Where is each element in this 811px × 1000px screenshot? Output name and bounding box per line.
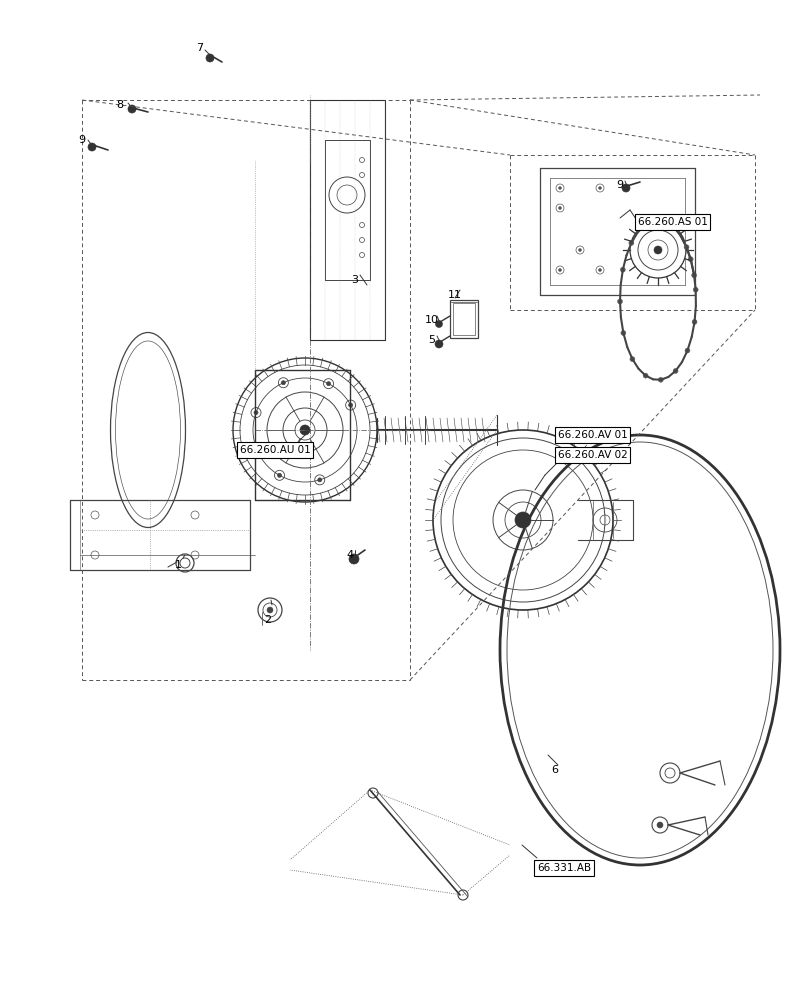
Circle shape xyxy=(691,273,696,278)
Circle shape xyxy=(558,207,561,210)
Circle shape xyxy=(435,320,442,328)
Circle shape xyxy=(683,245,689,250)
Circle shape xyxy=(629,357,634,362)
Text: 4: 4 xyxy=(346,550,353,560)
Circle shape xyxy=(349,554,358,564)
Circle shape xyxy=(691,319,696,324)
Circle shape xyxy=(656,218,661,223)
Text: 8: 8 xyxy=(116,100,123,110)
Circle shape xyxy=(514,512,530,528)
Circle shape xyxy=(684,348,689,353)
Text: 66.260.AS 01: 66.260.AS 01 xyxy=(637,217,707,227)
Bar xyxy=(449,300,478,338)
Circle shape xyxy=(326,382,330,386)
Text: 7: 7 xyxy=(196,43,204,53)
Text: 5: 5 xyxy=(428,335,435,345)
Circle shape xyxy=(128,105,135,113)
Circle shape xyxy=(206,54,214,62)
Text: 10: 10 xyxy=(424,315,439,325)
Circle shape xyxy=(598,187,601,190)
Circle shape xyxy=(558,268,561,271)
Circle shape xyxy=(254,411,258,415)
Circle shape xyxy=(653,246,661,254)
Text: 66.260.AV 01: 66.260.AV 01 xyxy=(557,430,627,440)
Circle shape xyxy=(598,268,601,271)
Circle shape xyxy=(656,822,663,828)
Circle shape xyxy=(577,248,581,251)
Circle shape xyxy=(628,240,633,245)
Text: 3: 3 xyxy=(351,275,358,285)
Text: 2: 2 xyxy=(264,615,271,625)
Circle shape xyxy=(658,377,663,382)
Text: 9: 9 xyxy=(79,135,85,145)
Circle shape xyxy=(281,381,285,385)
Circle shape xyxy=(642,373,647,378)
Circle shape xyxy=(671,225,676,230)
Text: 66.331.AB: 66.331.AB xyxy=(536,863,590,873)
Circle shape xyxy=(688,257,693,262)
Circle shape xyxy=(620,330,625,335)
Circle shape xyxy=(558,187,561,190)
Text: 66.260.AV 02: 66.260.AV 02 xyxy=(557,450,627,460)
Text: 66.260.AU 01: 66.260.AU 01 xyxy=(240,445,311,455)
Circle shape xyxy=(299,425,310,435)
Circle shape xyxy=(641,223,646,228)
Circle shape xyxy=(620,267,624,272)
Circle shape xyxy=(693,287,697,292)
Bar xyxy=(453,303,474,335)
Circle shape xyxy=(267,607,272,613)
Circle shape xyxy=(88,143,96,151)
Text: 6: 6 xyxy=(551,765,558,775)
Circle shape xyxy=(277,473,281,477)
Text: 9: 9 xyxy=(616,180,623,190)
Circle shape xyxy=(621,184,629,192)
Circle shape xyxy=(672,368,677,373)
Circle shape xyxy=(616,299,622,304)
Circle shape xyxy=(435,340,443,348)
Text: 11: 11 xyxy=(448,290,461,300)
Text: 1: 1 xyxy=(174,560,182,570)
Circle shape xyxy=(317,478,321,482)
Circle shape xyxy=(348,403,352,407)
